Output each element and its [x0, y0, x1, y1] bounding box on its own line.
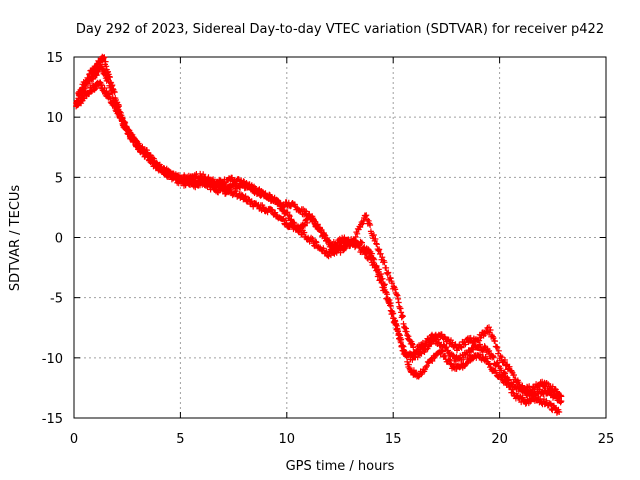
- x-tick-label: 15: [385, 432, 402, 447]
- y-tick-label: 0: [55, 232, 63, 247]
- x-axis-label: GPS time / hours: [286, 459, 395, 474]
- tick-labels-layer: 0 5 10 15 20 25 -15 -10 -5 0 5 10 15: [42, 51, 615, 447]
- chart-title: Day 292 of 2023, Sidereal Day-to-day VTE…: [76, 22, 604, 37]
- y-tick-label: -10: [42, 352, 63, 367]
- x-tick-label: 5: [176, 432, 184, 447]
- series-track-3: [75, 63, 565, 400]
- data-layer: [73, 53, 565, 416]
- x-tick-label: 10: [279, 432, 296, 447]
- y-tick-label: 5: [55, 171, 63, 186]
- y-tick-label: 15: [46, 51, 63, 66]
- series-markers: [75, 63, 565, 400]
- x-tick-label: 0: [70, 432, 78, 447]
- ticks-layer: [73, 56, 607, 419]
- y-axis-label: SDTVAR / TECUs: [8, 185, 23, 292]
- x-tick-label: 25: [598, 432, 615, 447]
- y-tick-label: 10: [46, 111, 63, 126]
- x-tick-label: 20: [491, 432, 508, 447]
- y-tick-label: -5: [50, 292, 63, 307]
- y-tick-label: -15: [42, 412, 63, 427]
